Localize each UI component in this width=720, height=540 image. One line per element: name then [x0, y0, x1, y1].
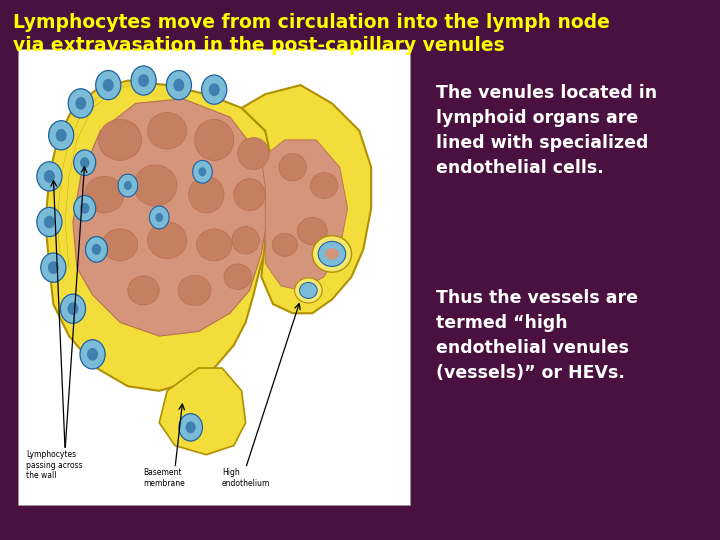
Ellipse shape [232, 227, 259, 254]
Circle shape [138, 74, 149, 87]
Ellipse shape [197, 229, 232, 261]
Ellipse shape [148, 222, 186, 259]
Circle shape [80, 340, 105, 369]
Circle shape [156, 213, 163, 222]
Circle shape [73, 150, 96, 176]
Circle shape [131, 66, 156, 95]
Circle shape [87, 348, 98, 361]
Ellipse shape [128, 276, 159, 305]
Ellipse shape [272, 233, 297, 256]
Polygon shape [45, 80, 281, 391]
Circle shape [199, 167, 207, 177]
Polygon shape [73, 99, 269, 336]
Ellipse shape [325, 248, 339, 260]
Circle shape [55, 129, 67, 141]
Ellipse shape [134, 165, 177, 206]
Text: Basement
membrane: Basement membrane [143, 468, 185, 488]
Circle shape [76, 97, 86, 110]
Bar [18, 49, 410, 505]
Circle shape [118, 174, 138, 197]
Ellipse shape [294, 278, 322, 303]
Circle shape [44, 170, 55, 183]
Circle shape [73, 195, 96, 221]
Circle shape [179, 414, 202, 441]
Circle shape [96, 71, 121, 100]
Ellipse shape [99, 119, 142, 160]
Circle shape [44, 215, 55, 228]
Polygon shape [261, 140, 348, 291]
Text: Thus the vessels are
termed “high
endothelial venules
(vessels)” or HEVs.: Thus the vessels are termed “high endoth… [436, 289, 638, 382]
Circle shape [48, 261, 59, 274]
Circle shape [60, 294, 86, 323]
Polygon shape [242, 85, 372, 313]
Ellipse shape [310, 173, 338, 198]
Circle shape [150, 206, 169, 229]
Text: High
endothelium: High endothelium [222, 468, 271, 488]
Ellipse shape [238, 138, 269, 170]
Ellipse shape [318, 241, 346, 266]
Ellipse shape [297, 218, 327, 245]
Ellipse shape [148, 112, 186, 149]
Ellipse shape [224, 264, 251, 289]
Ellipse shape [194, 119, 234, 160]
Circle shape [124, 181, 132, 190]
Circle shape [49, 121, 73, 150]
Circle shape [202, 75, 227, 104]
Circle shape [80, 157, 89, 168]
Circle shape [37, 162, 62, 191]
Text: The venules located in
lymphoid organs are
lined with specialized
endothelial ce: The venules located in lymphoid organs a… [436, 84, 657, 177]
Circle shape [68, 89, 94, 118]
Circle shape [37, 207, 62, 237]
Ellipse shape [279, 153, 307, 181]
Circle shape [193, 160, 212, 183]
Ellipse shape [300, 282, 318, 299]
Text: Lymphocytes
passing across
the wall: Lymphocytes passing across the wall [26, 450, 83, 480]
Circle shape [80, 203, 89, 214]
Circle shape [91, 244, 102, 255]
Circle shape [166, 71, 192, 100]
Text: Lymphocytes move from circulation into the lymph node
via extravasation in the p: Lymphocytes move from circulation into t… [13, 14, 610, 55]
Ellipse shape [234, 179, 265, 211]
Circle shape [209, 83, 220, 96]
Circle shape [68, 302, 78, 315]
Circle shape [103, 79, 114, 91]
Ellipse shape [102, 229, 138, 261]
Ellipse shape [85, 177, 124, 213]
Ellipse shape [178, 275, 211, 306]
Circle shape [186, 421, 196, 433]
Ellipse shape [189, 177, 224, 213]
Ellipse shape [312, 235, 351, 272]
Polygon shape [159, 368, 246, 455]
Circle shape [86, 237, 107, 262]
Circle shape [41, 253, 66, 282]
Circle shape [174, 79, 184, 91]
